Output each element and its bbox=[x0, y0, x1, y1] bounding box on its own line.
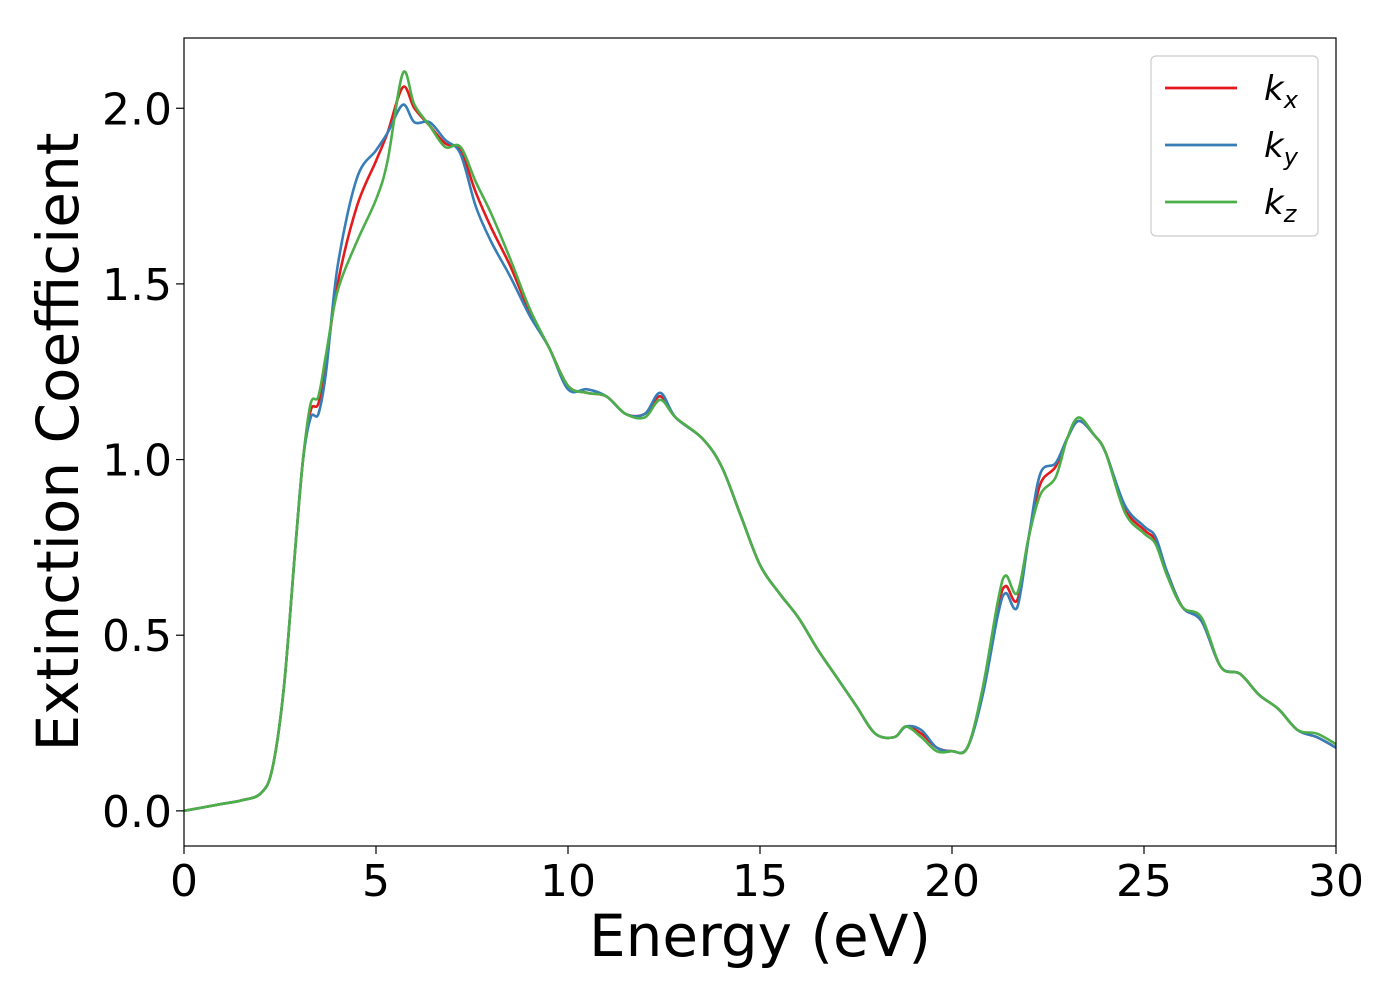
x-tick-label: 10 bbox=[540, 856, 596, 907]
x-axis-label: Energy (eV) bbox=[589, 902, 931, 970]
legend-label-y: ky bbox=[1264, 126, 1299, 171]
x-axis-ticks: 0 5 10 15 20 25 30 bbox=[170, 846, 1364, 907]
y-tick-label: 0.5 bbox=[102, 611, 172, 662]
y-tick-label: 0.0 bbox=[102, 787, 172, 838]
x-tick-label: 15 bbox=[732, 856, 788, 907]
y-tick-label: 2.0 bbox=[102, 84, 172, 135]
x-tick-label: 5 bbox=[362, 856, 390, 907]
series-line-z bbox=[184, 70, 1336, 813]
series-lines bbox=[184, 70, 1336, 813]
y-tick-label: 1.5 bbox=[102, 260, 172, 311]
y-axis-ticks: 0.0 0.5 1.0 1.5 2.0 bbox=[102, 84, 184, 838]
x-tick-label: 25 bbox=[1116, 856, 1172, 907]
y-tick-label: 1.0 bbox=[102, 436, 172, 487]
y-axis-label: Extinction Coefficient bbox=[24, 133, 92, 752]
legend: kx ky kz bbox=[1150, 55, 1319, 237]
x-tick-label: 0 bbox=[170, 856, 198, 907]
legend-label-z: kz bbox=[1264, 183, 1298, 228]
x-tick-label: 20 bbox=[924, 856, 980, 907]
x-tick-label: 30 bbox=[1308, 856, 1364, 907]
legend-label-x: kx bbox=[1264, 69, 1299, 114]
